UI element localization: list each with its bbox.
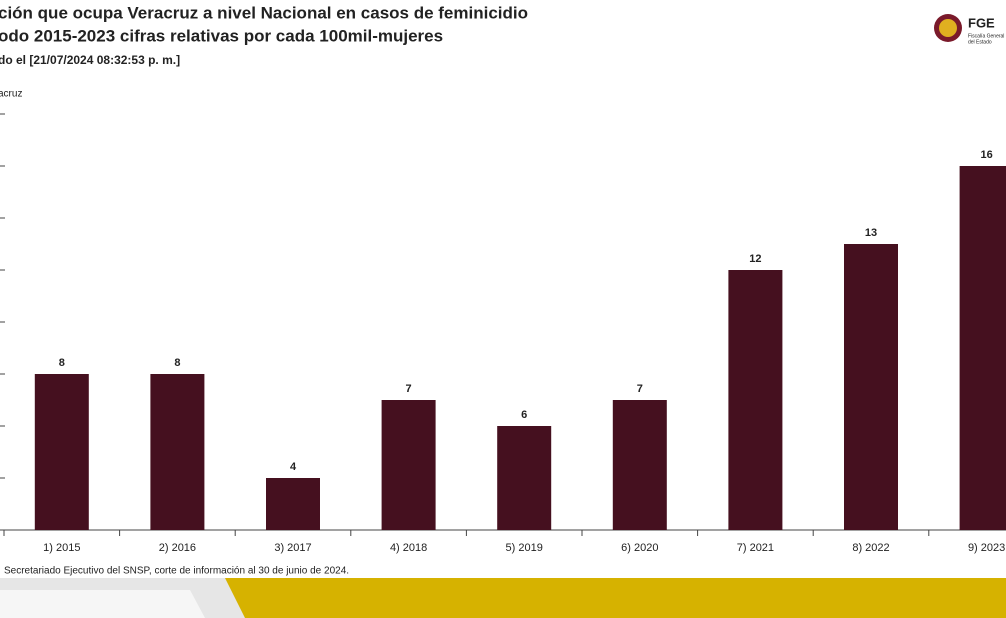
logo-emblem bbox=[939, 19, 957, 37]
data-label: 16 bbox=[980, 149, 992, 161]
x-tick-label: 8) 2022 bbox=[852, 542, 889, 554]
logo-text: FGE bbox=[968, 15, 995, 30]
bar bbox=[497, 426, 552, 530]
bar bbox=[266, 478, 320, 530]
bar bbox=[728, 270, 783, 530]
data-label: 12 bbox=[749, 253, 761, 265]
data-label: 7 bbox=[637, 383, 643, 395]
data-label: 8 bbox=[59, 357, 65, 369]
x-tick-label: 2) 2016 bbox=[159, 542, 196, 554]
x-tick-label: 9) 2023 bbox=[968, 542, 1005, 554]
logo-text: del Estado bbox=[968, 39, 992, 45]
x-tick-label: 6) 2020 bbox=[621, 542, 658, 554]
chart-title: ción que ocupa Veracruz a nivel Nacional… bbox=[0, 3, 528, 22]
x-tick-label: 3) 2017 bbox=[274, 542, 311, 554]
bar bbox=[34, 374, 89, 530]
x-tick-label: 1) 2015 bbox=[43, 542, 80, 554]
bar bbox=[150, 374, 205, 530]
logo: FGE Fiscalía General del Estado bbox=[934, 14, 1004, 45]
data-label: 7 bbox=[406, 383, 412, 395]
bar bbox=[381, 400, 436, 530]
data-label: 8 bbox=[174, 357, 180, 369]
data-label: 4 bbox=[290, 461, 297, 473]
bar bbox=[612, 400, 667, 530]
bar bbox=[844, 244, 898, 530]
data-label: 13 bbox=[865, 227, 877, 239]
x-tick-label: 7) 2021 bbox=[737, 542, 774, 554]
logo-text: Fiscalía General bbox=[968, 33, 1004, 39]
y-axis-label: acruz bbox=[0, 89, 22, 100]
footer-shape bbox=[0, 590, 205, 618]
bar bbox=[959, 166, 1006, 530]
data-label: 6 bbox=[521, 409, 527, 421]
chart-subtitle: do el [21/07/2024 08:32:53 p. m.] bbox=[0, 53, 180, 67]
chart-title: odo 2015-2023 cifras relativas por cada … bbox=[0, 26, 443, 45]
x-tick-label: 4) 2018 bbox=[390, 542, 427, 554]
source-note: Secretariado Ejecutivo del SNSP, corte d… bbox=[4, 566, 349, 577]
x-tick-label: 5) 2019 bbox=[506, 542, 543, 554]
